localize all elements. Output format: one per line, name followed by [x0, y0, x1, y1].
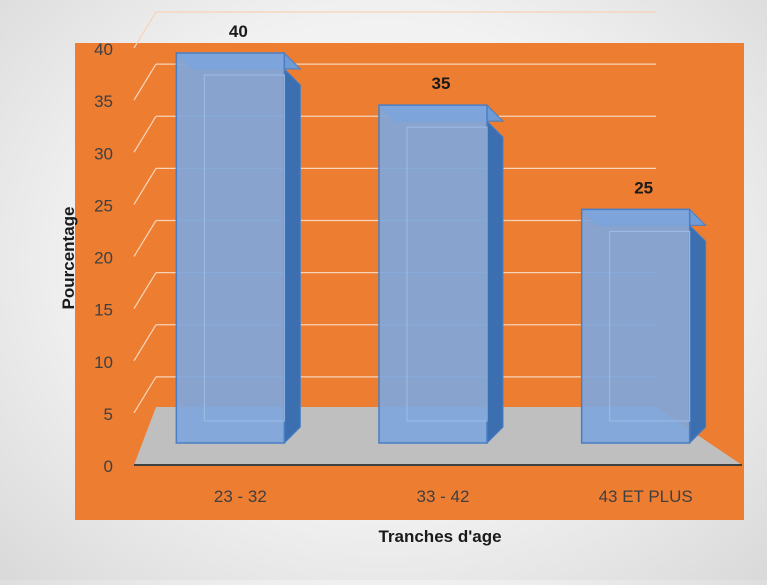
x-tick-label: 43 ET PLUS	[599, 487, 693, 506]
x-axis-tick-labels: 23 - 32 33 - 42 43 ET PLUS	[214, 487, 693, 506]
y-tick-label: 0	[104, 457, 113, 476]
bar-side	[689, 224, 707, 445]
y-tick-label: 40	[94, 40, 113, 59]
bar-front	[580, 208, 691, 444]
y-tick-label: 25	[94, 196, 113, 215]
gridline-diagonal	[133, 11, 157, 49]
bar-highlight	[406, 126, 488, 422]
gridline-diagonal	[133, 115, 157, 153]
bar-side	[486, 119, 504, 445]
y-tick-label: 30	[94, 144, 113, 163]
y-tick-label: 35	[94, 92, 113, 111]
bar-front	[378, 104, 488, 444]
bar-side	[283, 67, 301, 445]
bar: 25	[580, 178, 707, 445]
x-tick-label: 23 - 32	[214, 487, 267, 506]
gridline-diagonal	[133, 168, 157, 205]
gridline-diagonal	[133, 376, 157, 414]
y-tick-label: 10	[94, 353, 113, 372]
bar-front	[175, 52, 286, 444]
gridline-diagonal	[133, 324, 157, 362]
data-label: 25	[634, 178, 653, 197]
bar: 40	[175, 22, 302, 445]
x-tick-label: 33 - 42	[417, 487, 470, 506]
gridline-diagonal	[133, 63, 157, 101]
y-axis-label: Pourcentage	[59, 207, 78, 310]
y-tick-label: 5	[104, 405, 113, 424]
y-tick-label: 15	[94, 301, 113, 320]
y-axis-tick-labels: 0 5 10 15 20 25 30 35 40	[94, 40, 113, 476]
gridline-diagonal	[133, 220, 157, 257]
gridline-diagonal	[133, 272, 157, 309]
data-label: 40	[229, 22, 248, 41]
bar: 35	[377, 74, 505, 445]
data-label: 35	[432, 74, 451, 93]
x-axis-label: Tranches d'age	[378, 527, 501, 546]
bar-highlight	[203, 74, 285, 422]
y-tick-label: 20	[94, 249, 113, 268]
bars: 40 35 25	[175, 22, 707, 445]
bar-highlight	[609, 230, 691, 422]
